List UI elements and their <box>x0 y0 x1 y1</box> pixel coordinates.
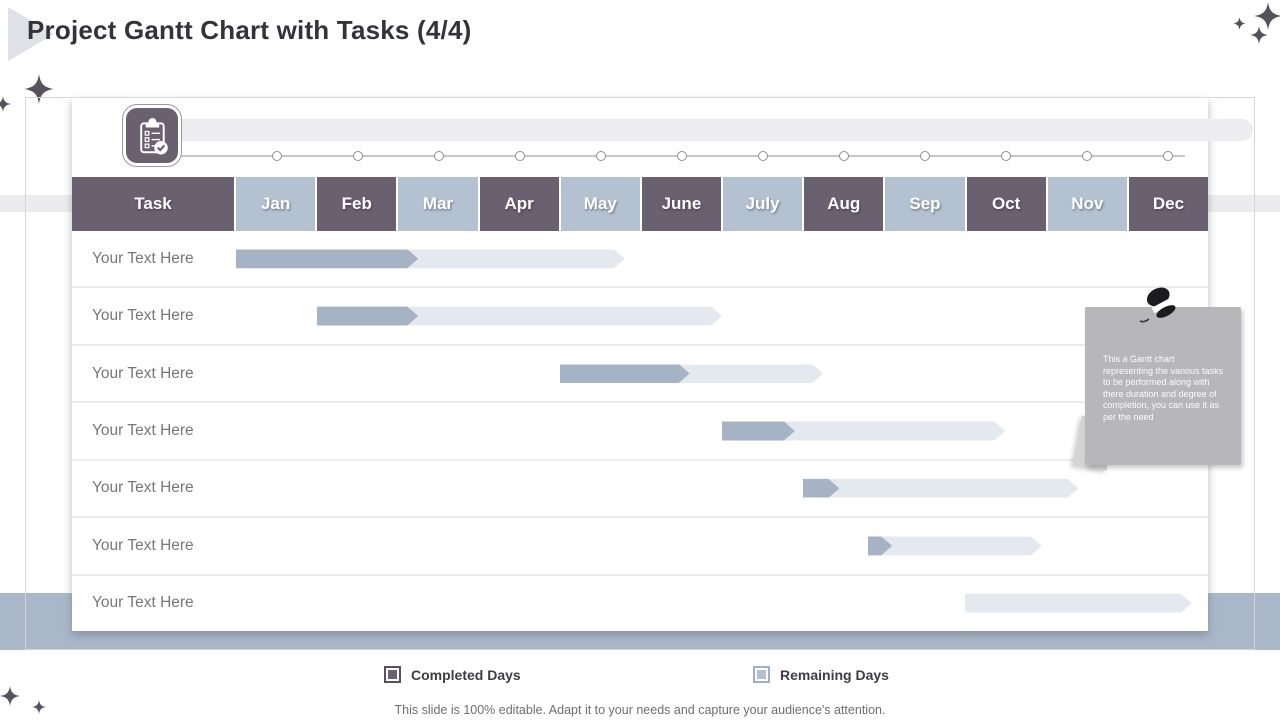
task-bars <box>236 461 1208 516</box>
remaining-bar[interactable] <box>722 421 1006 440</box>
completed-bar[interactable] <box>317 307 418 326</box>
timeline-milestones <box>236 151 1208 162</box>
remaining-bar[interactable] <box>868 536 1042 555</box>
footer-text: This slide is 100% editable. Adapt it to… <box>394 703 886 717</box>
task-row: Your Text Here <box>72 516 1208 573</box>
legend-item: Completed Days <box>384 666 521 683</box>
task-row: Your Text Here <box>72 343 1208 401</box>
task-row: Your Text Here <box>72 401 1208 458</box>
header-cell-mar[interactable]: Mar <box>398 177 478 231</box>
milestone-dot <box>758 151 768 161</box>
task-bars <box>236 518 1208 573</box>
header-cell-apr[interactable]: Apr <box>479 177 559 231</box>
milestone-dot <box>1001 151 1011 161</box>
completed-bar[interactable] <box>868 536 892 555</box>
task-label[interactable]: Your Text Here <box>92 249 194 267</box>
task-bars <box>236 576 1208 631</box>
task-bars <box>236 346 1208 401</box>
clipboard-check-icon <box>122 104 182 167</box>
sparkle-icon <box>24 74 54 104</box>
clipboard-icon-background <box>126 108 178 163</box>
task-row: Your Text Here <box>72 573 1208 631</box>
task-row: Your Text Here <box>72 231 1208 286</box>
task-label[interactable]: Your Text Here <box>92 479 194 497</box>
header-cell-jan[interactable]: Jan <box>236 177 316 231</box>
milestone-dot <box>272 151 282 161</box>
milestone-dot <box>596 151 606 161</box>
task-label[interactable]: Your Text Here <box>92 307 194 325</box>
sticky-note-text[interactable]: This a Gantt chart representing the vari… <box>1103 354 1224 422</box>
sparkle-icon <box>0 686 20 706</box>
header-cell-oct[interactable]: Oct <box>966 177 1046 231</box>
milestone-dot <box>677 151 687 161</box>
sparkle-icon <box>1250 26 1268 44</box>
sparkle-icon <box>0 96 11 112</box>
legend-label: Completed Days <box>411 666 521 683</box>
remaining-bar[interactable] <box>803 479 1078 498</box>
milestone-dot <box>1082 151 1092 161</box>
legend-swatch-icon <box>753 666 770 683</box>
task-label[interactable]: Your Text Here <box>92 536 194 554</box>
header-cell-aug[interactable]: Aug <box>804 177 884 231</box>
milestone-dot <box>920 151 930 161</box>
task-label[interactable]: Your Text Here <box>92 594 194 612</box>
completed-bar[interactable] <box>236 249 418 268</box>
milestone-dot <box>839 151 849 161</box>
legend-swatch-icon <box>384 666 401 683</box>
gantt-header-row: Task Jan Feb Mar Apr May June July Aug Sep Oct Nov D… <box>72 177 1209 231</box>
legend-label: Remaining Days <box>780 666 889 683</box>
page-title[interactable]: Project Gantt Chart with Tasks (4/4) <box>27 15 472 45</box>
milestone-dot <box>515 151 525 161</box>
task-label[interactable]: Your Text Here <box>92 364 194 382</box>
milestone-dot <box>434 151 444 161</box>
header-cell-feb[interactable]: Feb <box>317 177 397 231</box>
timeline-track <box>150 119 1253 141</box>
gantt-rows: Your Text Here Your Text Here Your Text He… <box>72 231 1208 631</box>
task-bars <box>236 403 1208 458</box>
header-cell-dec[interactable]: Dec <box>1128 177 1209 231</box>
header-cell-june[interactable]: June <box>641 177 722 231</box>
completed-bar[interactable] <box>722 421 795 440</box>
task-bars <box>236 288 1208 343</box>
sparkle-icon <box>1233 17 1246 30</box>
sparkle-icon <box>1254 2 1280 30</box>
milestone-dot <box>353 151 363 161</box>
remaining-bar[interactable] <box>965 594 1192 613</box>
completed-bar[interactable] <box>560 364 690 383</box>
header-cell-nov[interactable]: Nov <box>1047 177 1127 231</box>
sticky-note[interactable]: This a Gantt chart representing the vari… <box>1085 307 1241 465</box>
header-cell-july[interactable]: July <box>723 177 803 231</box>
legend-item: Remaining Days <box>753 666 889 683</box>
header-cell-may[interactable]: May <box>560 177 640 231</box>
remaining-bar[interactable] <box>317 307 722 326</box>
task-row: Your Text Here <box>72 458 1208 516</box>
task-bars <box>236 231 1208 286</box>
legend: Completed Days Remaining Days <box>0 666 1280 688</box>
header-cell-task[interactable]: Task <box>72 177 234 231</box>
completed-bar[interactable] <box>803 479 839 498</box>
task-label[interactable]: Your Text Here <box>92 421 194 439</box>
header-cell-sep[interactable]: Sep <box>885 177 965 231</box>
title-triangle-decoration <box>8 7 54 61</box>
sparkle-icon <box>32 700 46 714</box>
milestone-dot <box>1163 151 1173 161</box>
task-row: Your Text Here <box>72 286 1208 343</box>
push-pin-icon <box>1133 286 1187 330</box>
